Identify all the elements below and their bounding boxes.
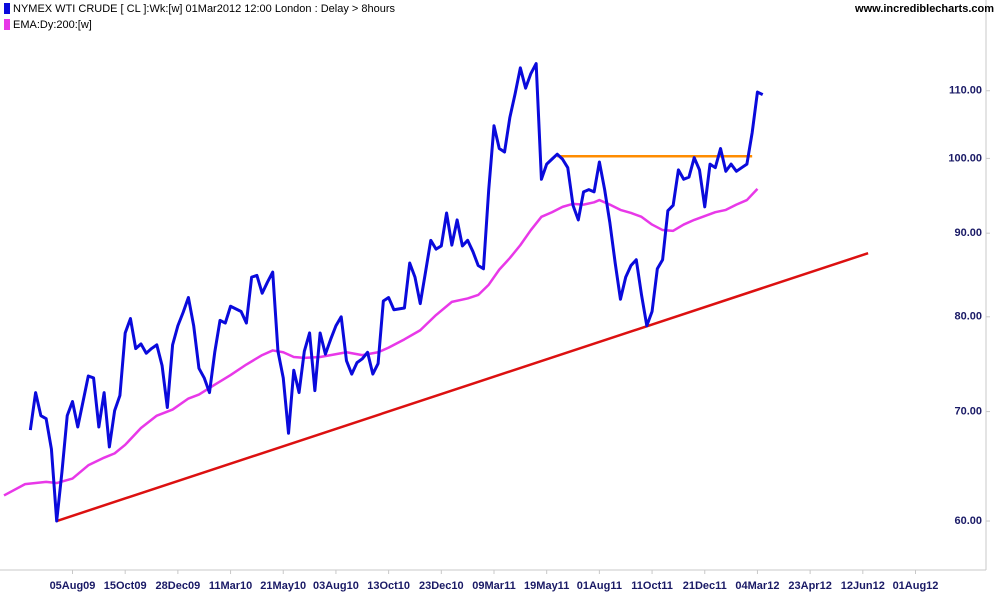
x-tick-label: 13Oct10: [367, 580, 410, 592]
legend-swatch: [4, 19, 10, 30]
x-tick-label: 21May10: [260, 580, 306, 592]
legend-swatch: [4, 3, 10, 14]
x-tick-label: 12Jun12: [841, 580, 885, 592]
y-tick-label: 70.00: [954, 406, 982, 418]
x-tick-label: 03Aug10: [313, 580, 359, 592]
x-tick-label: 01Aug12: [893, 580, 939, 592]
series-line: [28, 62, 764, 523]
legend-label: EMA:Dy:200:[w]: [13, 19, 92, 31]
plot-area: [3, 62, 869, 523]
trend-line: [56, 252, 869, 523]
source-label: www.incrediblecharts.com: [854, 3, 994, 15]
x-tick-label: 11Mar10: [209, 580, 252, 592]
x-tick-label: 28Dec09: [156, 580, 201, 592]
legend-label: NYMEX WTI CRUDE [ CL ]:Wk:[w] 01Mar2012 …: [13, 3, 395, 15]
x-tick-label: 11Oct11: [631, 580, 673, 592]
x-tick-label: 05Aug09: [50, 580, 96, 592]
x-tick-label: 15Oct09: [104, 580, 147, 592]
x-tick-label: 19May11: [524, 580, 569, 592]
x-tick-label: 04Mar12: [735, 580, 779, 592]
x-tick-label: 09Mar11: [472, 580, 515, 592]
y-tick-label: 100.00: [948, 152, 982, 164]
y-tick-label: 60.00: [954, 515, 982, 527]
x-tick-label: 01Aug11: [577, 580, 622, 592]
y-tick-label: 80.00: [954, 311, 982, 323]
y-tick-label: 90.00: [954, 227, 982, 239]
x-tick-label: 23Apr12: [788, 580, 831, 592]
x-tick-label: 23Dec10: [419, 580, 464, 592]
x-tick-label: 21Dec11: [683, 580, 727, 592]
y-tick-label: 110.00: [949, 85, 982, 97]
series-line: [3, 188, 759, 497]
